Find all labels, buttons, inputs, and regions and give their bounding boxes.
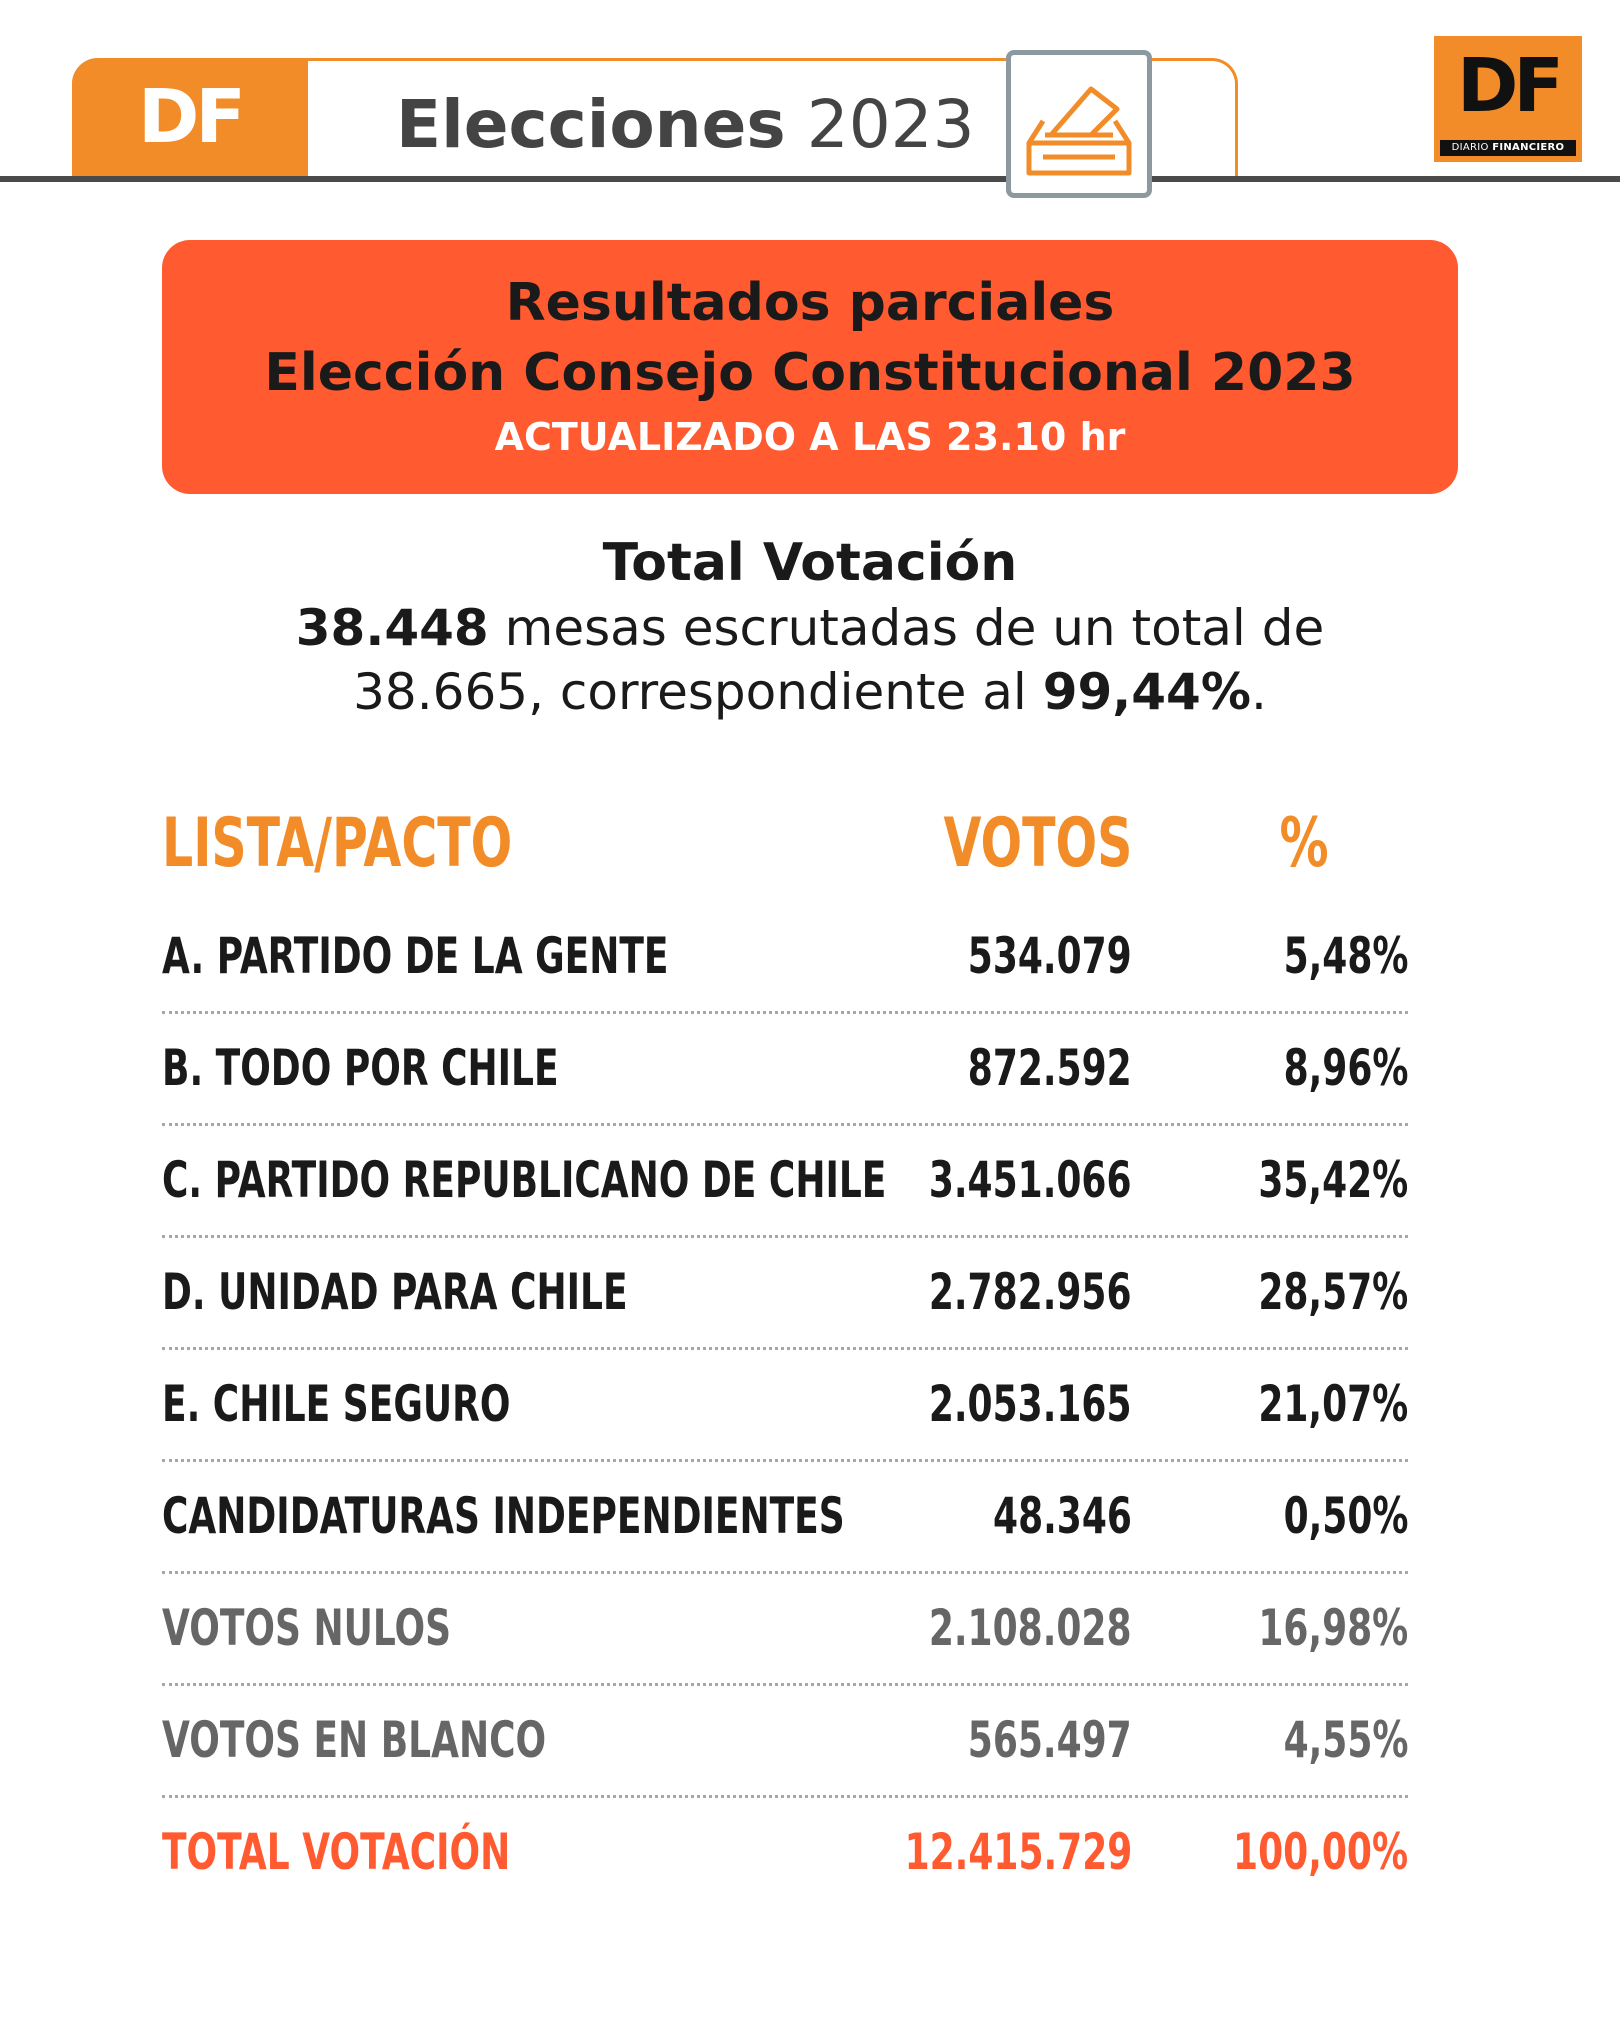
table-row: B. TODO POR CHILE 872.592 8,96%	[162, 1014, 1408, 1126]
row-votes: 872.592	[968, 1039, 1132, 1097]
row-pct: 0,50%	[1283, 1487, 1408, 1545]
diario-financiero-logo: DF DIARIO FINANCIERO	[1434, 36, 1582, 162]
logo-strip: DIARIO FINANCIERO	[1440, 140, 1576, 156]
page-title-year: 2023	[806, 86, 975, 163]
row-votes: 534.079	[968, 927, 1132, 985]
header-porcentaje: %	[1279, 804, 1329, 883]
table-row: A. PARTIDO DE LA GENTE 534.079 5,48%	[162, 902, 1408, 1014]
row-votes: 48.346	[993, 1487, 1132, 1545]
summary-text-b: , correspondiente al	[528, 663, 1043, 721]
banner-title: Resultados parciales	[505, 273, 1115, 333]
table-row: CANDIDATURAS INDEPENDIENTES 48.346 0,50%	[162, 1462, 1408, 1574]
table-row: C. PARTIDO REPUBLICANO DE CHILE 3.451.06…	[162, 1126, 1408, 1238]
df-logo-tab: DF	[72, 58, 308, 176]
logo-letters: DF	[1457, 43, 1564, 129]
row-pct: 4,55%	[1283, 1711, 1408, 1769]
header-divider	[0, 176, 1620, 182]
table-body: A. PARTIDO DE LA GENTE 534.079 5,48% B. …	[162, 902, 1408, 1910]
summary-title: Total Votación	[602, 533, 1018, 593]
row-votes: 2.053.165	[929, 1375, 1132, 1433]
row-votes: 565.497	[968, 1711, 1132, 1769]
row-pct: 100,00%	[1233, 1823, 1408, 1881]
row-votes: 2.782.956	[929, 1263, 1132, 1321]
table-row-total: TOTAL VOTACIÓN 12.415.729 100,00%	[162, 1798, 1408, 1910]
summary-text-c: .	[1250, 663, 1267, 721]
table-row: E. CHILE SEGURO 2.053.165 21,07%	[162, 1350, 1408, 1462]
total-mesas: 38.665	[353, 663, 529, 721]
table-row: D. UNIDAD PARA CHILE 2.782.956 28,57%	[162, 1238, 1408, 1350]
row-votes: 12.415.729	[904, 1823, 1132, 1881]
banner-subtitle: Elección Consejo Constitucional 2023	[264, 343, 1356, 403]
results-banner: Resultados parciales Elección Consejo Co…	[162, 240, 1458, 494]
row-votes: 3.451.066	[929, 1151, 1132, 1209]
row-pct: 21,07%	[1258, 1375, 1408, 1433]
row-name: VOTOS EN BLANCO	[162, 1711, 547, 1769]
row-pct: 5,48%	[1283, 927, 1408, 985]
table-row: VOTOS EN BLANCO 565.497 4,55%	[162, 1686, 1408, 1798]
porcentaje-escrutado: 99,44%	[1042, 663, 1251, 721]
row-name: E. CHILE SEGURO	[162, 1375, 511, 1433]
summary-text: 38.448 mesas escrutadas de un total de 3…	[0, 596, 1620, 724]
mesas-escrutadas: 38.448	[295, 599, 489, 657]
logo-strip-diario: DIARIO	[1451, 142, 1489, 153]
page-title-bold: Elecciones	[396, 86, 786, 163]
row-name: VOTOS NULOS	[162, 1599, 452, 1657]
header-lista-pacto: LISTA/PACTO	[162, 804, 513, 883]
logo-strip-financiero: FINANCIERO	[1492, 142, 1565, 153]
row-pct: 28,57%	[1258, 1263, 1408, 1321]
row-name: D. UNIDAD PARA CHILE	[162, 1263, 628, 1321]
banner-update-time: ACTUALIZADO A LAS 23.10 hr	[494, 415, 1126, 459]
row-name: B. TODO POR CHILE	[162, 1039, 559, 1097]
row-name: CANDIDATURAS INDEPENDIENTES	[162, 1487, 845, 1545]
table-header: LISTA/PACTO VOTOS %	[162, 796, 1408, 892]
page-title: Elecciones 2023	[396, 80, 975, 170]
row-name: A. PARTIDO DE LA GENTE	[162, 927, 669, 985]
results-table: LISTA/PACTO VOTOS % A. PARTIDO DE LA GEN…	[162, 796, 1408, 1900]
ballot-box-icon	[1006, 50, 1152, 198]
row-name: C. PARTIDO REPUBLICANO DE CHILE	[162, 1151, 887, 1209]
row-pct: 8,96%	[1283, 1039, 1408, 1097]
row-name: TOTAL VOTACIÓN	[162, 1823, 511, 1881]
row-pct: 16,98%	[1258, 1599, 1408, 1657]
table-row: VOTOS NULOS 2.108.028 16,98%	[162, 1574, 1408, 1686]
summary-text-a: mesas escrutadas de un total de	[488, 599, 1325, 657]
header-votos: VOTOS	[943, 804, 1132, 883]
row-votes: 2.108.028	[929, 1599, 1132, 1657]
row-pct: 35,42%	[1258, 1151, 1408, 1209]
